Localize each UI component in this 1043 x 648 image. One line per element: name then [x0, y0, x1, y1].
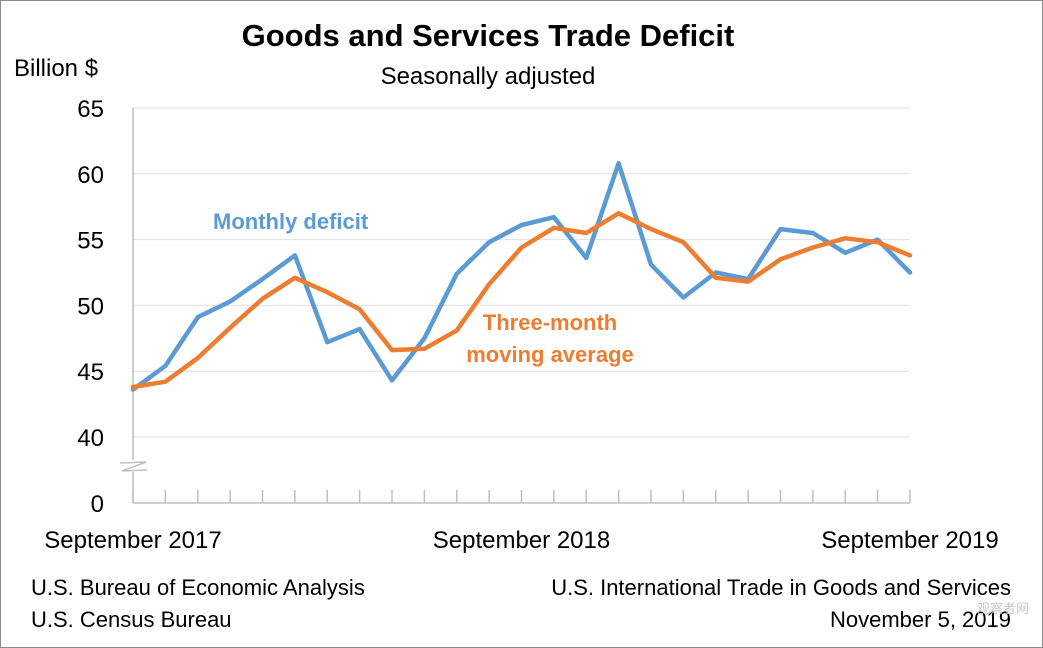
axes: 65 60 55 50 45 40 0 September 2017 September 201… [44, 96, 998, 554]
release-date: November 5, 2019 [830, 607, 1011, 632]
report-name: U.S. International Trade in Goods and Se… [551, 575, 1011, 600]
watermark: 观察者网 [976, 601, 1029, 616]
series [130, 161, 913, 392]
x-tick-label: September 2017 [44, 527, 221, 554]
y-tick-label: 0 [91, 491, 104, 518]
moving-average-label: moving average [466, 342, 634, 367]
y-tick-label: 40 [77, 425, 104, 452]
gridlines [133, 107, 910, 438]
x-tick-label: September 2019 [821, 527, 998, 554]
chart-subtitle: Seasonally adjusted [380, 63, 596, 90]
moving-average-line [130, 211, 913, 390]
y-tick-label: 60 [77, 162, 104, 189]
source-bea: U.S. Bureau of Economic Analysis [31, 575, 365, 600]
y-axis-label: Billion $ [14, 55, 99, 82]
monthly-deficit-line [130, 161, 913, 392]
source-census: U.S. Census Bureau [31, 607, 232, 632]
labels: Monthly deficit Three-month moving average [213, 209, 634, 367]
y-tick-label: 55 [77, 228, 104, 255]
x-tick-label: September 2018 [433, 527, 610, 554]
chart-title: Goods and Services Trade Deficit [241, 18, 735, 53]
y-tick-label: 50 [77, 293, 104, 320]
y-tick-label: 45 [77, 359, 104, 386]
axis-break-mark [119, 461, 148, 472]
moving-average-label: Three-month [483, 310, 617, 335]
monthly-deficit-label: Monthly deficit [213, 209, 369, 234]
y-tick-label: 65 [77, 96, 104, 123]
